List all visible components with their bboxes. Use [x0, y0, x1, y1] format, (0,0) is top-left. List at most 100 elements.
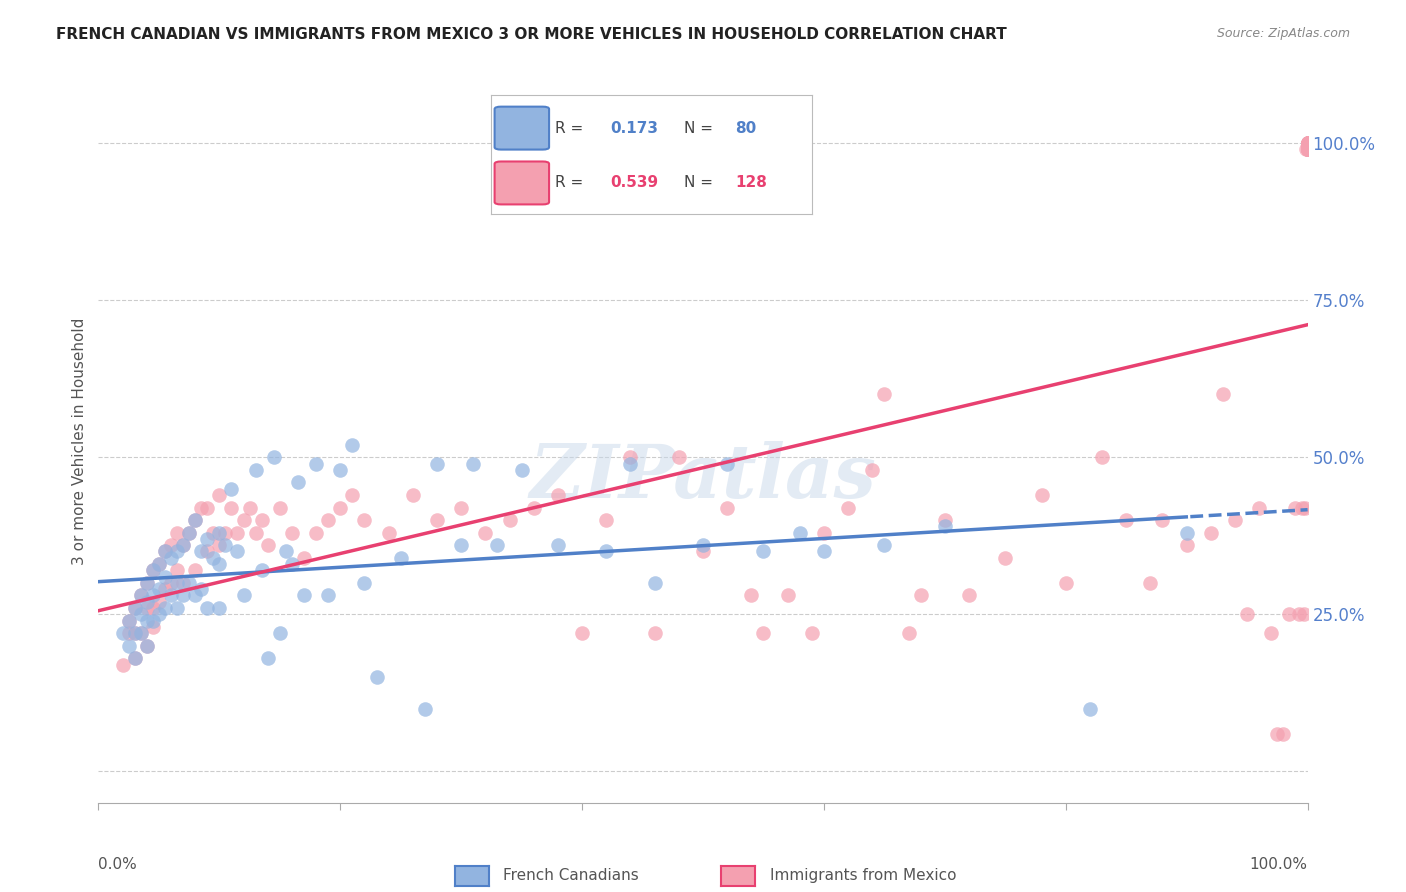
Point [124, 601, 146, 615]
Point [1296, 136, 1319, 150]
Point [1288, 607, 1310, 622]
Text: Immigrants from Mexico: Immigrants from Mexico [769, 868, 956, 883]
Point [873, 538, 896, 552]
Point [281, 557, 304, 571]
Point [873, 387, 896, 401]
Point [1296, 142, 1319, 156]
Point [1296, 136, 1319, 150]
Point [172, 575, 194, 590]
Point [184, 513, 207, 527]
Point [1296, 142, 1319, 156]
Point [245, 525, 267, 540]
Point [142, 589, 165, 603]
Point [1296, 142, 1319, 156]
Point [1296, 142, 1319, 156]
Point [202, 525, 225, 540]
Point [118, 626, 141, 640]
Point [523, 500, 546, 515]
Point [208, 488, 231, 502]
Point [124, 626, 146, 640]
Point [619, 457, 641, 471]
Point [190, 544, 212, 558]
Point [752, 626, 775, 640]
Point [135, 575, 157, 590]
Point [118, 639, 141, 653]
Point [256, 651, 278, 665]
Point [232, 589, 254, 603]
Point [1296, 142, 1319, 156]
Point [353, 513, 375, 527]
Point [716, 500, 738, 515]
Point [129, 607, 152, 622]
Point [179, 575, 201, 590]
Point [274, 544, 297, 558]
Point [692, 544, 714, 558]
Point [1223, 513, 1246, 527]
Point [221, 482, 243, 496]
Point [226, 525, 249, 540]
Point [129, 626, 152, 640]
Point [1291, 500, 1313, 515]
Point [195, 544, 218, 558]
Point [208, 557, 231, 571]
Point [292, 550, 315, 565]
Point [1296, 142, 1319, 156]
Point [269, 500, 291, 515]
Point [153, 544, 176, 558]
Point [1296, 142, 1319, 156]
Point [571, 626, 593, 640]
Point [142, 563, 165, 577]
Point [692, 538, 714, 552]
Point [897, 626, 920, 640]
Point [366, 670, 388, 684]
Point [402, 488, 425, 502]
Point [716, 457, 738, 471]
Point [426, 457, 449, 471]
Point [776, 589, 799, 603]
Point [316, 513, 339, 527]
Point [148, 557, 170, 571]
Text: 100.0%: 100.0% [1250, 857, 1308, 872]
Point [1078, 701, 1101, 715]
Point [860, 463, 883, 477]
Point [250, 513, 273, 527]
Point [214, 525, 236, 540]
Point [1199, 525, 1222, 540]
Point [1054, 575, 1077, 590]
Point [934, 513, 956, 527]
Point [184, 589, 207, 603]
Point [179, 525, 201, 540]
Point [135, 595, 157, 609]
Point [1249, 500, 1271, 515]
Point [190, 582, 212, 597]
Point [994, 550, 1017, 565]
Point [148, 557, 170, 571]
Point [1272, 727, 1295, 741]
Point [287, 475, 309, 490]
Point [166, 601, 188, 615]
Point [179, 525, 201, 540]
Point [124, 601, 146, 615]
Point [644, 626, 666, 640]
Point [813, 544, 835, 558]
Point [221, 500, 243, 515]
Point [129, 589, 152, 603]
Point [160, 575, 183, 590]
Point [1236, 607, 1258, 622]
Point [160, 538, 183, 552]
Point [124, 651, 146, 665]
Point [245, 463, 267, 477]
Point [1175, 538, 1198, 552]
Point [129, 626, 152, 640]
Point [1296, 142, 1319, 156]
Point [1031, 488, 1053, 502]
Point [426, 513, 449, 527]
Point [329, 463, 352, 477]
Point [1296, 142, 1319, 156]
Point [1296, 136, 1319, 150]
Point [813, 525, 835, 540]
Point [1296, 136, 1319, 150]
Point [1278, 607, 1301, 622]
Point [595, 544, 617, 558]
Point [208, 601, 231, 615]
